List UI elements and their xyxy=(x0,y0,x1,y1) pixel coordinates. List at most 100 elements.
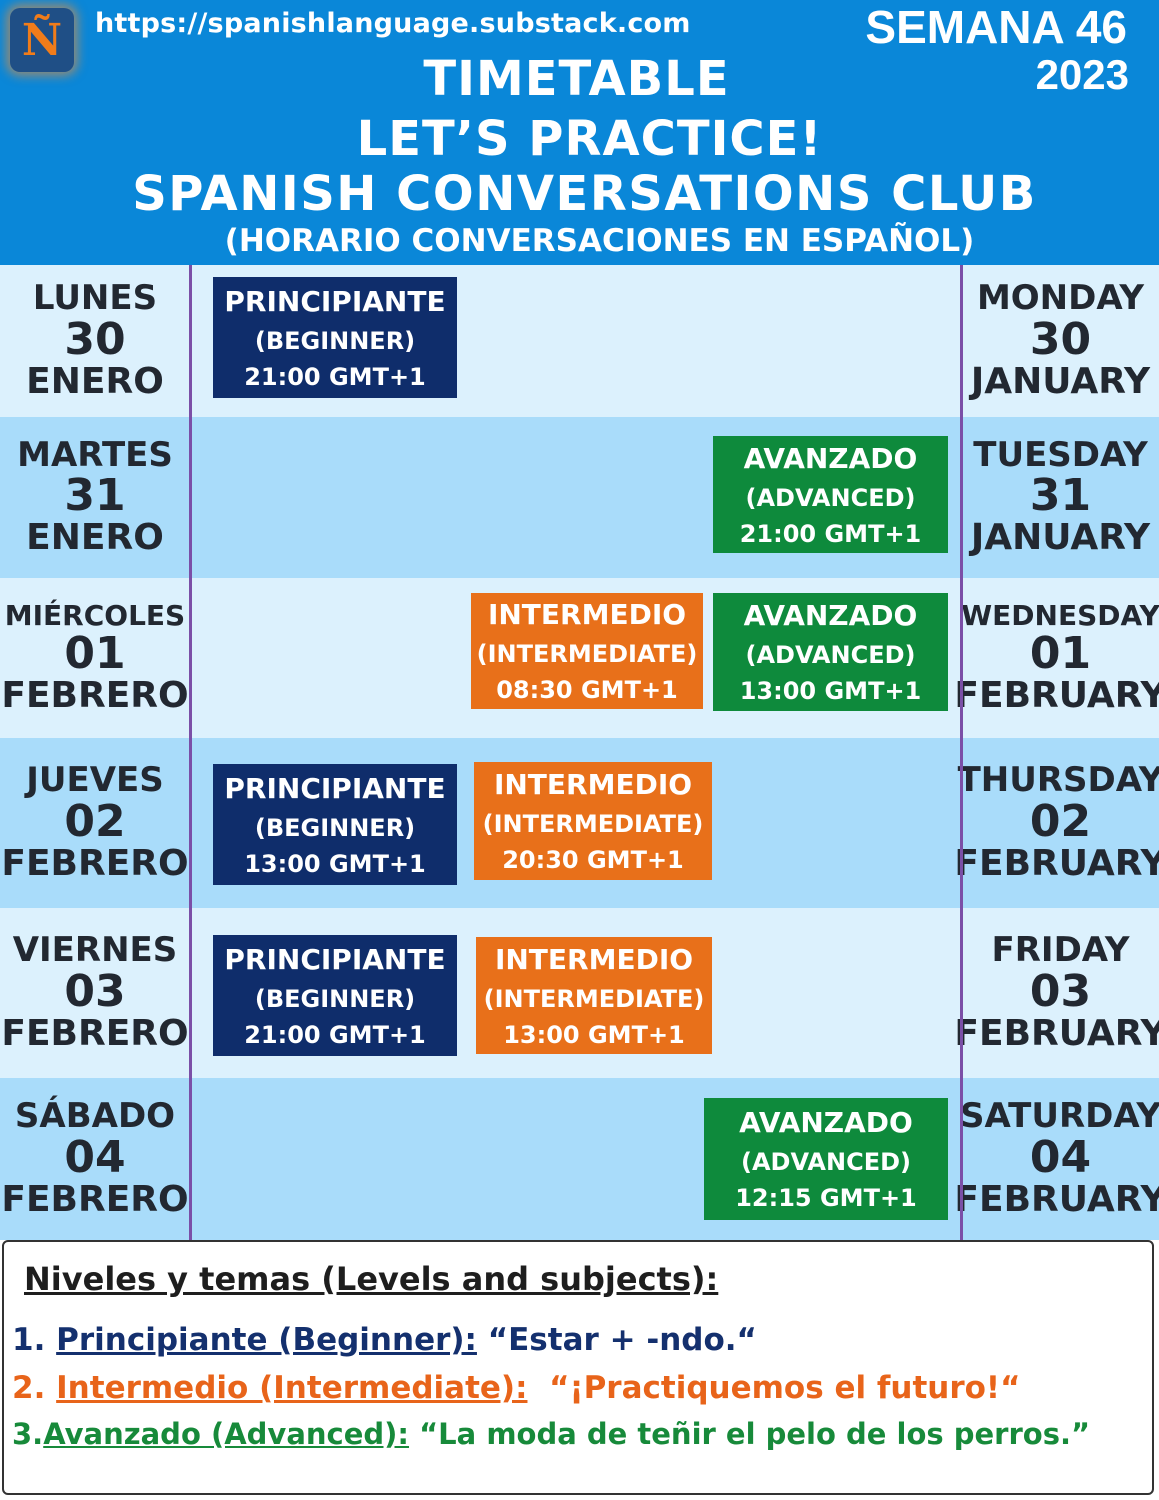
subtitle-horario: (HORARIO CONVERSACIONES EN ESPAÑOL) xyxy=(224,223,975,259)
legend-item-level[interactable]: Avanzado (Advanced): xyxy=(43,1417,410,1451)
day-name-en: TUESDAY xyxy=(973,434,1148,475)
day-name-en: WEDNESDAY xyxy=(961,599,1159,633)
session-level-english: (ADVANCED) xyxy=(741,1148,911,1176)
month-es: ENERO xyxy=(26,360,164,402)
month-es: FEBRERO xyxy=(1,674,189,716)
session-level: AVANZADO xyxy=(743,441,918,475)
legend-title: Niveles y temas (Levels and subjects): xyxy=(24,1260,719,1298)
legend-item-number: 3. xyxy=(12,1417,44,1451)
session-level-english: (BEGINNER) xyxy=(254,813,416,842)
day-number-es: 04 xyxy=(64,1131,126,1183)
day-label-en: THURSDAY 02 FEBRUARY xyxy=(954,738,1159,908)
month-en: FEBRUARY xyxy=(954,1012,1159,1054)
day-name-en: MONDAY xyxy=(976,278,1145,319)
day-label-es: LUNES 30 ENERO xyxy=(0,265,190,417)
month-en: JANUARY xyxy=(970,360,1151,402)
session-card-intermediate[interactable]: INTERMEDIO (INTERMEDIATE) 08:30 GMT+1 xyxy=(471,593,703,709)
session-card-advanced[interactable]: AVANZADO (ADVANCED) 12:15 GMT+1 xyxy=(704,1098,948,1220)
day-name-en: SATURDAY xyxy=(959,1096,1159,1137)
day-row-saturday: SÁBADO 04 FEBRERO AVANZADO (ADVANCED) 12… xyxy=(0,1078,1159,1240)
month-es: ENERO xyxy=(26,517,164,559)
month-es: FEBRERO xyxy=(1,1012,189,1054)
session-level-english: (INTERMEDIATE) xyxy=(476,640,698,668)
year-label: 2023 xyxy=(1035,51,1129,98)
day-name-es: VIERNES xyxy=(12,930,178,971)
day-number-es: 02 xyxy=(64,795,126,847)
day-label-es: SÁBADO 04 FEBRERO xyxy=(0,1078,190,1240)
session-time: 13:00 GMT+1 xyxy=(244,849,426,878)
legend-item-topic: “¡Practiquemos el futuro!“ xyxy=(527,1370,1021,1406)
day-row-thursday: JUEVES 02 FEBRERO PRINCIPIANTE (BEGINNER… xyxy=(0,738,1159,908)
day-number-en: 04 xyxy=(1029,1131,1092,1183)
title-club: SPANISH CONVERSATIONS CLUB xyxy=(132,166,1037,222)
session-time: 13:00 GMT+1 xyxy=(503,1020,685,1049)
week-label: SEMANA 46 xyxy=(865,1,1127,53)
divider-right xyxy=(960,265,963,1240)
day-label-es: VIERNES 03 FEBRERO xyxy=(0,908,190,1078)
day-number-en: 31 xyxy=(1029,470,1092,522)
day-row-monday: LUNES 30 ENERO PRINCIPIANTE (BEGINNER) 2… xyxy=(0,265,1159,417)
session-time: 12:15 GMT+1 xyxy=(735,1184,917,1212)
day-number-es: 01 xyxy=(64,627,126,679)
month-en: FEBRUARY xyxy=(954,842,1159,884)
session-level: PRINCIPIANTE xyxy=(224,284,446,318)
day-number-en: 01 xyxy=(1029,627,1092,679)
legend-item-topic: “Estar + -ndo.“ xyxy=(476,1322,757,1358)
session-level-english: (BEGINNER) xyxy=(254,326,416,355)
session-level-english: (INTERMEDIATE) xyxy=(483,984,705,1013)
day-name-es: MIÉRCOLES xyxy=(4,599,186,633)
site-url[interactable]: https://spanishlanguage.substack.com xyxy=(95,8,691,39)
title-timetable: TIMETABLE xyxy=(423,51,730,107)
day-name-es: JUEVES xyxy=(26,760,164,801)
day-name-en: THURSDAY xyxy=(957,760,1159,801)
session-time: 08:30 GMT+1 xyxy=(496,676,678,704)
month-en: FEBRUARY xyxy=(954,1178,1159,1220)
session-card-intermediate[interactable]: INTERMEDIO (INTERMEDIATE) 20:30 GMT+1 xyxy=(474,762,712,880)
day-label-en: SATURDAY 04 FEBRUARY xyxy=(954,1078,1159,1240)
legend-box: Niveles y temas (Levels and subjects): 1… xyxy=(2,1240,1154,1495)
day-label-es: JUEVES 02 FEBRERO xyxy=(0,738,190,908)
session-time: 13:00 GMT+1 xyxy=(739,677,922,705)
session-level-english: (ADVANCED) xyxy=(745,641,916,669)
legend-item-level[interactable]: Principiante (Beginner): xyxy=(56,1322,477,1358)
day-name-es: MARTES xyxy=(17,434,173,475)
session-card-intermediate[interactable]: INTERMEDIO (INTERMEDIATE) 13:00 GMT+1 xyxy=(476,937,712,1054)
session-time: 21:00 GMT+1 xyxy=(244,1020,426,1049)
session-time: 21:00 GMT+1 xyxy=(739,519,922,548)
session-level: AVANZADO xyxy=(739,1106,913,1139)
header: Ñ https://spanishlanguage.substack.com S… xyxy=(0,0,1159,265)
session-level: PRINCIPIANTE xyxy=(224,942,446,976)
session-card-beginner[interactable]: PRINCIPIANTE (BEGINNER) 13:00 GMT+1 xyxy=(213,764,457,885)
session-level: AVANZADO xyxy=(743,599,918,632)
month-es: FEBRERO xyxy=(1,1178,189,1220)
month-en: FEBRUARY xyxy=(954,674,1159,716)
session-level: INTERMEDIO xyxy=(487,598,687,631)
legend-item-beginner: 1. Principiante (Beginner): “Estar + -nd… xyxy=(12,1322,757,1358)
week-badge: SEMANA 46 2023 xyxy=(865,1,1129,98)
day-row-wednesday: MIÉRCOLES 01 FEBRERO INTERMEDIO (INTERME… xyxy=(0,578,1159,738)
day-row-friday: VIERNES 03 FEBRERO PRINCIPIANTE (BEGINNE… xyxy=(0,908,1159,1078)
day-label-en: MONDAY 30 JANUARY xyxy=(962,265,1159,417)
session-card-advanced[interactable]: AVANZADO (ADVANCED) 13:00 GMT+1 xyxy=(713,593,948,711)
day-name-es: LUNES xyxy=(32,278,158,319)
session-card-beginner[interactable]: PRINCIPIANTE (BEGINNER) 21:00 GMT+1 xyxy=(213,935,457,1056)
session-level-english: (INTERMEDIATE) xyxy=(482,810,704,838)
month-en: JANUARY xyxy=(970,517,1151,559)
legend-item-advanced: 3.Avanzado (Advanced): “La moda de teñir… xyxy=(12,1417,1090,1451)
day-label-es: MIÉRCOLES 01 FEBRERO xyxy=(0,578,190,738)
session-time: 20:30 GMT+1 xyxy=(502,846,684,874)
day-label-en: FRIDAY 03 FEBRUARY xyxy=(954,908,1159,1078)
legend-item-level[interactable]: Intermedio (Intermediate): xyxy=(56,1370,528,1406)
timetable: LUNES 30 ENERO PRINCIPIANTE (BEGINNER) 2… xyxy=(0,265,1159,1240)
day-row-tuesday: MARTES 31 ENERO AVANZADO (ADVANCED) 21:0… xyxy=(0,417,1159,578)
legend-item-number: 1. xyxy=(12,1322,57,1358)
session-level-english: (BEGINNER) xyxy=(254,984,416,1013)
session-card-advanced[interactable]: AVANZADO (ADVANCED) 21:00 GMT+1 xyxy=(713,436,948,553)
legend-item-topic: “La moda de teñir el pelo de los perros.… xyxy=(409,1417,1091,1451)
session-card-beginner[interactable]: PRINCIPIANTE (BEGINNER) 21:00 GMT+1 xyxy=(213,277,457,398)
day-number-es: 31 xyxy=(64,470,126,522)
legend-item-number: 2. xyxy=(12,1370,57,1406)
day-number-en: 02 xyxy=(1029,795,1092,847)
day-number-es: 03 xyxy=(64,965,126,1017)
month-es: FEBRERO xyxy=(1,842,189,884)
